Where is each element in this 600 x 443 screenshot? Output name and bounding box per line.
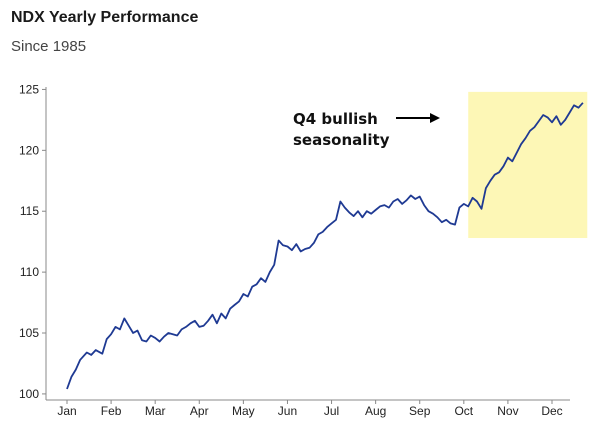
ndx-series-line (66, 102, 584, 390)
annotation-text-line2: seasonality (293, 131, 390, 149)
x-tick-label-aug: Aug (365, 404, 386, 418)
x-tick-label-dec: Dec (541, 404, 562, 418)
annotation-arrowhead (430, 113, 440, 123)
y-tick-label: 120 (19, 143, 39, 157)
x-tick-label-apr: Apr (190, 404, 209, 418)
chart-subtitle: Since 1985 (11, 38, 87, 55)
x-tick-label-mar: Mar (145, 404, 166, 418)
y-tick-label: 125 (19, 82, 39, 96)
y-tick-label: 100 (19, 387, 39, 401)
y-tick-label: 110 (20, 265, 39, 279)
y-tick-label: 115 (20, 204, 39, 218)
x-tick-label-sep: Sep (409, 404, 431, 418)
x-tick-label-feb: Feb (101, 404, 122, 418)
x-tick-label-may: May (232, 404, 255, 418)
chart-title: NDX Yearly Performance (11, 9, 199, 26)
x-tick-label-jul: Jul (324, 404, 339, 418)
x-tick-label-oct: Oct (454, 404, 473, 418)
y-tick-label: 105 (19, 326, 39, 340)
x-tick-label-jan: Jan (57, 404, 76, 418)
x-tick-label-nov: Nov (497, 404, 518, 418)
annotation-text-line1: Q4 bullish (293, 110, 378, 128)
x-tick-label-jun: Jun (278, 404, 297, 418)
